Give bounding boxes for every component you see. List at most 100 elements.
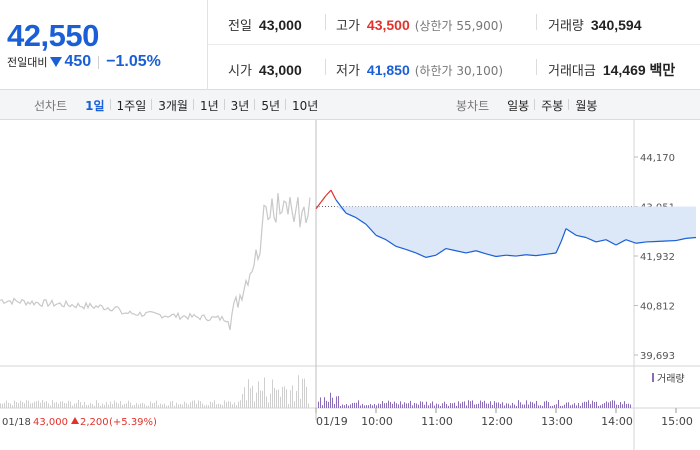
- volume-bar-today: [498, 402, 499, 408]
- volume-bar-prev: [268, 402, 269, 408]
- volume-bar-prev: [162, 404, 163, 408]
- volume-bar-prev: [272, 379, 273, 408]
- volume-bar-prev: [136, 403, 137, 408]
- volume-bar-today: [478, 403, 479, 408]
- volume-bar-today: [394, 401, 395, 408]
- volume-bar-prev: [122, 404, 123, 408]
- volume-bar-today: [400, 401, 401, 408]
- volume-bar-today: [376, 405, 377, 408]
- volume-bar-today: [402, 404, 403, 408]
- volume-bar-today: [404, 402, 405, 408]
- volume-bar-today: [588, 400, 589, 408]
- tab-1day[interactable]: 1일: [85, 98, 105, 113]
- tab-3years[interactable]: 3년: [223, 97, 256, 114]
- volume-bar-today: [528, 404, 529, 408]
- line-chart-tabs: 선차트 1일 1주일 3개월 1년 3년 5년 10년: [34, 90, 324, 120]
- volume-bar-prev: [290, 390, 291, 408]
- stats-row: 시가 43,000 저가 41,850 (하한가 30,100) 거래대금 14…: [208, 45, 700, 90]
- volume-bar-prev: [126, 403, 127, 408]
- volume-bar-prev: [220, 404, 221, 408]
- tab-1week[interactable]: 1주일: [109, 97, 153, 114]
- volume-bar-today: [386, 402, 387, 408]
- volume-bar-today: [492, 404, 493, 408]
- volume-bar-prev: [36, 401, 37, 408]
- volume-bar-today: [518, 400, 519, 408]
- volume-bar-today: [372, 405, 373, 408]
- volume-bar-today: [420, 401, 421, 408]
- price-line-segment: [335, 199, 347, 214]
- volume-bar-prev: [128, 400, 129, 408]
- volume-bar-prev: [134, 405, 135, 408]
- volume-bar-prev: [80, 402, 81, 408]
- stat-high: 고가 43,500 (상한가 55,900): [336, 17, 504, 34]
- volume-bar-today: [536, 400, 537, 408]
- volume-bar-today: [344, 405, 345, 408]
- tab-daily[interactable]: 일봉: [507, 98, 530, 113]
- volume-bar-today: [568, 402, 569, 408]
- volume-bar-prev: [2, 403, 3, 408]
- volume-bar-today: [458, 401, 459, 408]
- volume-bar-today: [564, 404, 565, 408]
- volume-bar-prev: [160, 403, 161, 408]
- volume-bar-prev: [234, 402, 235, 408]
- tab-10years[interactable]: 10년: [285, 97, 324, 114]
- volume-bar-prev: [152, 403, 153, 408]
- volume-bar-today: [336, 396, 337, 408]
- volume-bar-today: [610, 401, 611, 408]
- volume-bar-today: [514, 404, 515, 408]
- tab-3months[interactable]: 3개월: [151, 97, 194, 114]
- price-line-segment: [565, 228, 577, 236]
- price-line-segment: [475, 250, 487, 255]
- volume-bar-today: [534, 403, 535, 408]
- volume-bar-today: [370, 404, 371, 408]
- volume-bar-prev: [284, 386, 285, 408]
- volume-bar-today: [410, 400, 411, 408]
- volume-bar-prev: [190, 402, 191, 408]
- volume-bar-today: [550, 405, 551, 408]
- tab-weekly[interactable]: 주봉: [534, 97, 569, 114]
- tab-5years[interactable]: 5년: [254, 97, 286, 114]
- volume-bar-prev: [124, 403, 125, 408]
- volume-bar-today: [396, 403, 397, 408]
- volume-bar-prev: [76, 403, 77, 408]
- price-line-segment: [575, 234, 587, 239]
- volume-bar-prev: [172, 400, 173, 408]
- volume-bar-prev: [264, 377, 265, 408]
- volume-bar-today: [462, 401, 463, 408]
- volume-bar-today: [490, 401, 491, 408]
- change-row: 전일대비 450 −1.05%: [7, 53, 161, 71]
- volume-bar-today: [620, 401, 621, 408]
- stats-row: 전일 43,000 고가 43,500 (상한가 55,900) 거래량 340…: [208, 0, 700, 45]
- volume-bar-prev: [246, 400, 247, 408]
- volume-bar-today: [330, 392, 331, 408]
- volume-bar-today: [328, 401, 329, 408]
- price-line-segment: [325, 189, 332, 196]
- price-line-segment: [375, 234, 387, 241]
- tab-monthly[interactable]: 월봉: [568, 97, 603, 114]
- volume-bar-prev: [0, 403, 1, 408]
- tab-1year[interactable]: 1년: [192, 97, 225, 114]
- volume-bar-prev: [262, 390, 263, 408]
- volume-bar-today: [334, 403, 335, 408]
- change-percent: −1.05%: [106, 53, 161, 70]
- volume-bar-today: [412, 405, 413, 408]
- volume-bar-prev: [16, 402, 17, 408]
- price-line-segment: [560, 228, 567, 243]
- volume-bar-today: [476, 404, 477, 408]
- up-triangle-icon: [71, 417, 79, 424]
- prev-day-date: 01/18: [2, 417, 31, 428]
- volume-bar-today: [500, 403, 501, 408]
- y-tick-label: 44,170: [640, 153, 675, 164]
- volume-bar-prev: [98, 402, 99, 408]
- volume-bar-prev: [188, 404, 189, 408]
- volume-bar-today: [626, 403, 627, 408]
- volume-bar-today: [424, 404, 425, 408]
- volume-bar-today: [488, 403, 489, 408]
- volume-bar-today: [592, 400, 593, 408]
- volume-bar-today: [380, 404, 381, 408]
- prev-day-change: 2,200: [80, 417, 109, 428]
- volume-bar-prev: [224, 400, 225, 408]
- volume-bar-today: [432, 401, 433, 408]
- volume-bar-today: [338, 396, 339, 408]
- volume-bar-prev: [50, 405, 51, 408]
